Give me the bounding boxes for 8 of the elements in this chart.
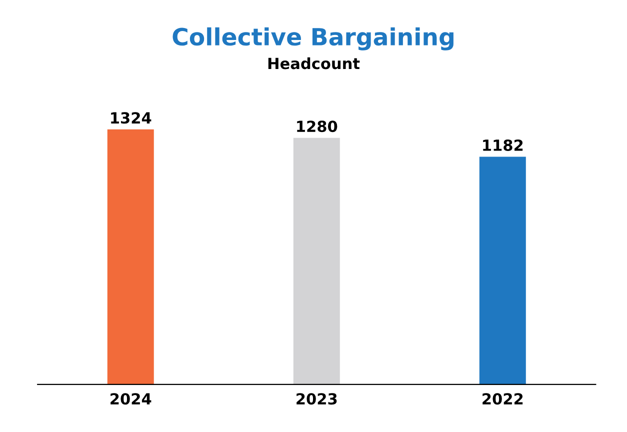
x-tick-label: 2024 [110, 393, 152, 405]
data-label: 1324 [111, 112, 152, 124]
x-tick-label: 2023 [296, 393, 337, 405]
data-label: 1280 [297, 120, 338, 132]
chart-title: Collective Bargaining [172, 27, 454, 50]
x-tick-label: 2022 [482, 393, 523, 405]
data-label: 1182 [483, 139, 523, 152]
chart-subtitle: Headcount [268, 57, 360, 70]
